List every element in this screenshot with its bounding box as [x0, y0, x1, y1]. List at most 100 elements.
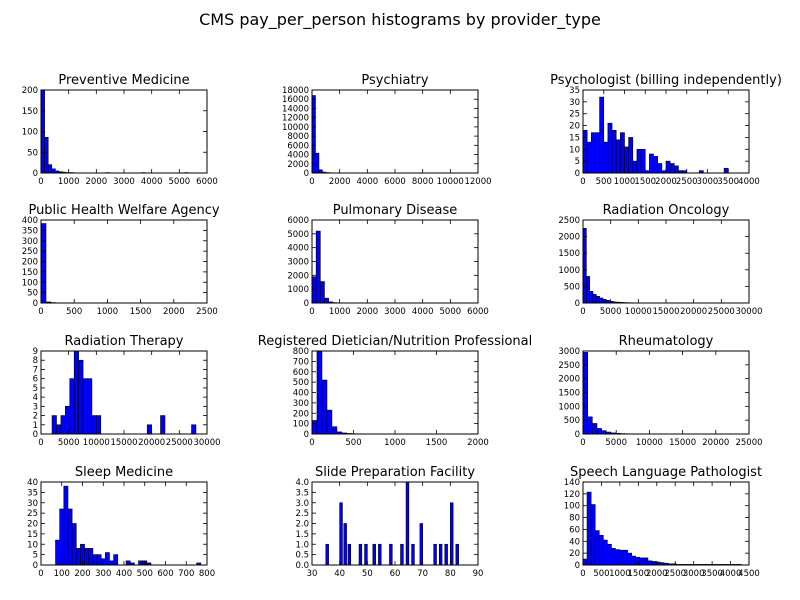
- histogram-bar: [47, 164, 53, 174]
- histogram-bar: [146, 424, 152, 435]
- histogram-bar: [595, 296, 600, 304]
- histogram-bar: [589, 291, 594, 304]
- x-tick-label: 2500: [196, 307, 218, 317]
- x-tick-label: 1500: [634, 177, 656, 187]
- x-tick-label: 80: [445, 569, 456, 579]
- y-tick-label: 500: [293, 378, 309, 388]
- x-tick-label: 200: [74, 569, 90, 579]
- x-tick-label: 1500: [426, 438, 448, 448]
- histogram-bar: [438, 543, 443, 566]
- x-tick-label: 2000: [329, 177, 351, 187]
- y-tick-label: 2: [33, 412, 38, 422]
- x-tick-label: 5000: [58, 438, 80, 448]
- histogram-bar: [669, 163, 675, 174]
- histogram-bar: [339, 502, 343, 566]
- y-tick-label: 0: [575, 169, 580, 179]
- y-tick-label: 1500: [558, 389, 580, 399]
- histogram-bar: [71, 523, 77, 566]
- x-tick-label: 600: [157, 569, 173, 579]
- plot-frame: [40, 219, 208, 304]
- y-tick-label: 150: [22, 268, 38, 278]
- histogram-bar: [73, 350, 79, 435]
- y-tick-label: 1500: [558, 249, 580, 259]
- y-tick-label: 1000: [558, 402, 580, 412]
- y-tick-label: 140: [564, 478, 580, 488]
- panel-title: Slide Preparation Facility: [315, 465, 475, 480]
- y-tick-label: 5: [33, 384, 38, 394]
- y-tick-label: 15: [569, 133, 580, 143]
- y-tick-label: 2.0: [295, 520, 309, 530]
- x-tick-label: 0: [38, 569, 43, 579]
- histogram-panel: Sleep Medicine 0 100 200 300 400 500 600 700 800 0…: [27, 465, 215, 579]
- x-tick-label: 90: [473, 569, 484, 579]
- y-tick-label: 8: [33, 356, 38, 366]
- x-tick-label: 100: [54, 569, 70, 579]
- histogram-bar: [400, 543, 404, 566]
- x-tick-label: 500: [137, 569, 153, 579]
- histogram-bar: [75, 548, 81, 566]
- y-tick-label: 0: [33, 430, 38, 440]
- histogram-bar: [78, 359, 84, 435]
- histogram-bar: [358, 543, 363, 566]
- histogram-bar: [643, 557, 649, 566]
- y-tick-label: 12000: [282, 114, 309, 124]
- histogram-panel: Pulmonary Disease 0 1000 2000 3000 4000 5000 60…: [287, 203, 488, 317]
- panel-title: Rheumatology: [619, 334, 714, 349]
- x-tick-label: 3000: [113, 177, 135, 187]
- histogram-bar: [191, 424, 197, 435]
- y-tick-label: 300: [22, 237, 38, 247]
- y-tick-label: 25: [27, 509, 38, 519]
- histogram-panel: Rheumatology 0 5000 10000 15000 20000 25000 0 50…: [558, 334, 762, 448]
- x-tick-label: 4000: [357, 177, 379, 187]
- y-tick-label: 30: [569, 98, 580, 108]
- y-tick-label: 5: [575, 157, 580, 167]
- y-tick-label: 0: [304, 430, 309, 440]
- y-tick-label: 35: [27, 488, 38, 498]
- y-tick-label: 200: [22, 258, 38, 268]
- plot-frame: [582, 481, 750, 566]
- y-tick-label: 0: [575, 299, 580, 309]
- y-tick-label: 5000: [287, 230, 309, 240]
- histogram-bar: [433, 543, 437, 566]
- y-tick-label: 500: [564, 416, 580, 426]
- y-tick-label: 1.0: [295, 540, 309, 550]
- y-tick-label: 60: [569, 525, 580, 535]
- histogram-bar: [96, 415, 102, 435]
- y-tick-label: 14000: [282, 104, 309, 114]
- x-tick-label: 1000: [609, 569, 631, 579]
- histogram-bar: [91, 415, 97, 435]
- y-tick-label: 25: [569, 110, 580, 120]
- y-tick-label: 120: [564, 490, 580, 500]
- histogram-bar: [651, 561, 657, 566]
- y-tick-label: 10: [27, 540, 38, 550]
- histogram-bar: [647, 560, 653, 566]
- y-tick-label: 100: [564, 502, 580, 512]
- histogram-bar: [632, 160, 638, 174]
- histogram-bar: [67, 508, 73, 566]
- histogram-bar: [603, 141, 609, 174]
- y-tick-label: 6000: [287, 216, 309, 226]
- y-tick-label: 2000: [287, 160, 309, 170]
- y-tick-label: 100: [22, 128, 38, 138]
- x-tick-label: 2500: [664, 569, 686, 579]
- x-tick-label: 3000: [697, 177, 719, 187]
- histogram-bar: [649, 153, 654, 174]
- histogram-bar: [665, 160, 671, 174]
- x-tick-label: 30000: [193, 438, 220, 448]
- x-tick-label: 1000: [58, 177, 80, 187]
- y-tick-label: 2500: [558, 216, 580, 226]
- histogram-bar: [657, 163, 663, 174]
- x-tick-label: 30000: [735, 307, 762, 317]
- histogram-bar: [635, 556, 641, 566]
- histogram-bar: [96, 554, 102, 566]
- y-tick-label: 1.5: [295, 530, 309, 540]
- histogram-bar: [599, 96, 605, 174]
- histogram-bar: [321, 379, 328, 435]
- histogram-panel: Registered Dietician/Nutrition Professio…: [258, 334, 532, 448]
- histogram-bar: [624, 146, 629, 174]
- y-tick-label: 150: [22, 107, 38, 117]
- histogram-bar: [87, 378, 93, 435]
